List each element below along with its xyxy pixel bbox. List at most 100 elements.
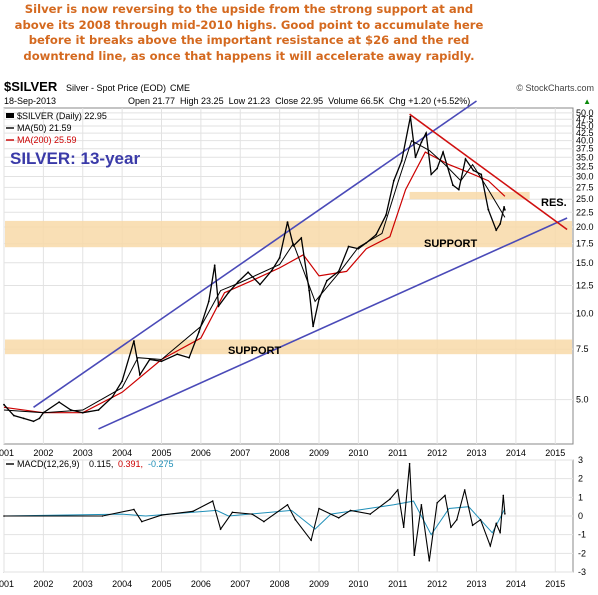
macd-point [450, 526, 452, 528]
price-point [247, 271, 250, 274]
x-tick-label: 2013 [467, 579, 487, 589]
macd-point [436, 502, 438, 504]
price-point [111, 396, 114, 399]
macd-point [251, 513, 253, 515]
x-tick-label: 2004 [112, 448, 132, 458]
price-point [188, 356, 190, 359]
price-panel: 5.0 7.5 10.0 12.5 15.0 17.5 20.0 22.5 25.0 27.530… [3, 100, 594, 445]
price-point [409, 115, 412, 118]
y-tick-label: 5.0 [576, 395, 589, 405]
price-point [237, 280, 240, 283]
chart-exchange: CME [170, 83, 190, 93]
macd-point [231, 511, 234, 514]
price-point [217, 305, 220, 307]
x-tick-label: 2010 [348, 448, 368, 458]
y-tick-label: 2 [578, 474, 583, 484]
price-point [400, 160, 403, 162]
x-tick-label: 2012 [427, 448, 447, 458]
macd-point [502, 494, 505, 497]
price-point [503, 205, 505, 208]
x-tick-label: 2006 [191, 448, 211, 458]
y-tick-label: 0 [578, 511, 583, 521]
price-y-ticks: 5.0 7.5 10.0 12.5 15.0 17.5 20.0 22.5 25.0 27.530… [576, 108, 594, 405]
ma200-line [3, 151, 506, 414]
macd-point [349, 509, 352, 512]
macd-point [479, 518, 482, 521]
x-tick-label: 2004 [112, 579, 132, 589]
price-line [3, 116, 506, 422]
price-point [38, 417, 41, 420]
x-tick-label: 2012 [427, 579, 447, 589]
y-tick-label: -3 [578, 567, 586, 577]
macd-point [219, 528, 222, 530]
price-point [487, 208, 490, 211]
legend-ma200: MA(200) 25.59 [17, 135, 77, 145]
y-tick-label: 42.5 [576, 128, 594, 138]
y-tick-label: 20.0 [576, 222, 594, 232]
price-point [436, 167, 439, 170]
y-tick-label: 3 [578, 455, 583, 465]
x-tick-label: 2011 [388, 448, 407, 458]
macd-point [504, 513, 506, 515]
macd-x-axis: 2001 2002 2003 2004 2005 2006 2007 2008 2009 2010… [0, 579, 565, 589]
macd-point [471, 524, 474, 527]
price-point [425, 132, 428, 135]
price-point [12, 414, 15, 417]
price-point [198, 331, 200, 333]
price-point [81, 411, 84, 414]
macd-signal-value: 0.391, [118, 459, 143, 469]
trendline-downtrend [409, 113, 568, 231]
y-tick-label: 45.0 [576, 121, 594, 131]
macd-point [3, 515, 5, 517]
x-tick-label: 2001 [0, 448, 14, 458]
price-point [337, 270, 340, 273]
macd-point [133, 508, 135, 511]
trendlines [33, 100, 568, 430]
macd-point [211, 500, 214, 502]
legend-price: $SILVER (Daily) 22.95 [17, 111, 107, 121]
macd-point [337, 517, 340, 519]
x-tick-label: 2014 [506, 579, 526, 589]
price-point [292, 244, 295, 247]
price-point [278, 257, 281, 259]
x-tick-label: 2015 [545, 448, 565, 458]
macd-point [160, 514, 163, 516]
x-tick-label: 2001 [0, 579, 14, 589]
price-point [385, 214, 387, 217]
brand-watermark: © StockCharts.com [516, 83, 594, 93]
price-point [392, 179, 395, 182]
macd-series [3, 462, 506, 562]
price-point [472, 169, 475, 172]
price-point [495, 229, 498, 232]
price-point [347, 245, 350, 248]
x-tick-label: 2003 [73, 579, 93, 589]
macd-point [428, 560, 431, 562]
y-tick-label: 32.5 [576, 162, 594, 172]
price-grid [3, 108, 573, 444]
macd-point [263, 520, 265, 523]
macd-point [402, 526, 405, 528]
y-tick-label: 30.0 [576, 171, 594, 181]
y-tick-label: -2 [578, 548, 586, 558]
x-tick-label: 2005 [151, 448, 171, 458]
x-tick-label: 2007 [230, 579, 250, 589]
price-point [138, 373, 141, 376]
price-point [270, 269, 273, 272]
y-tick-label: 25.0 [576, 194, 594, 204]
price-point [42, 411, 45, 414]
price-point [312, 325, 315, 328]
x-tick-label: 2011 [388, 579, 407, 589]
legend-swatch-price [6, 113, 14, 118]
price-point [121, 380, 124, 383]
y-tick-label: 22.5 [576, 207, 594, 217]
resistance-label: RES. [541, 197, 567, 209]
y-tick-label: 12.5 [576, 280, 594, 290]
chart-symbol: $SILVER [4, 79, 58, 94]
y-tick-label: 1 [578, 492, 583, 502]
price-point [58, 401, 61, 404]
macd-point [310, 539, 312, 542]
macd-point [286, 504, 289, 506]
price-point [286, 221, 289, 223]
price-point [430, 173, 433, 176]
